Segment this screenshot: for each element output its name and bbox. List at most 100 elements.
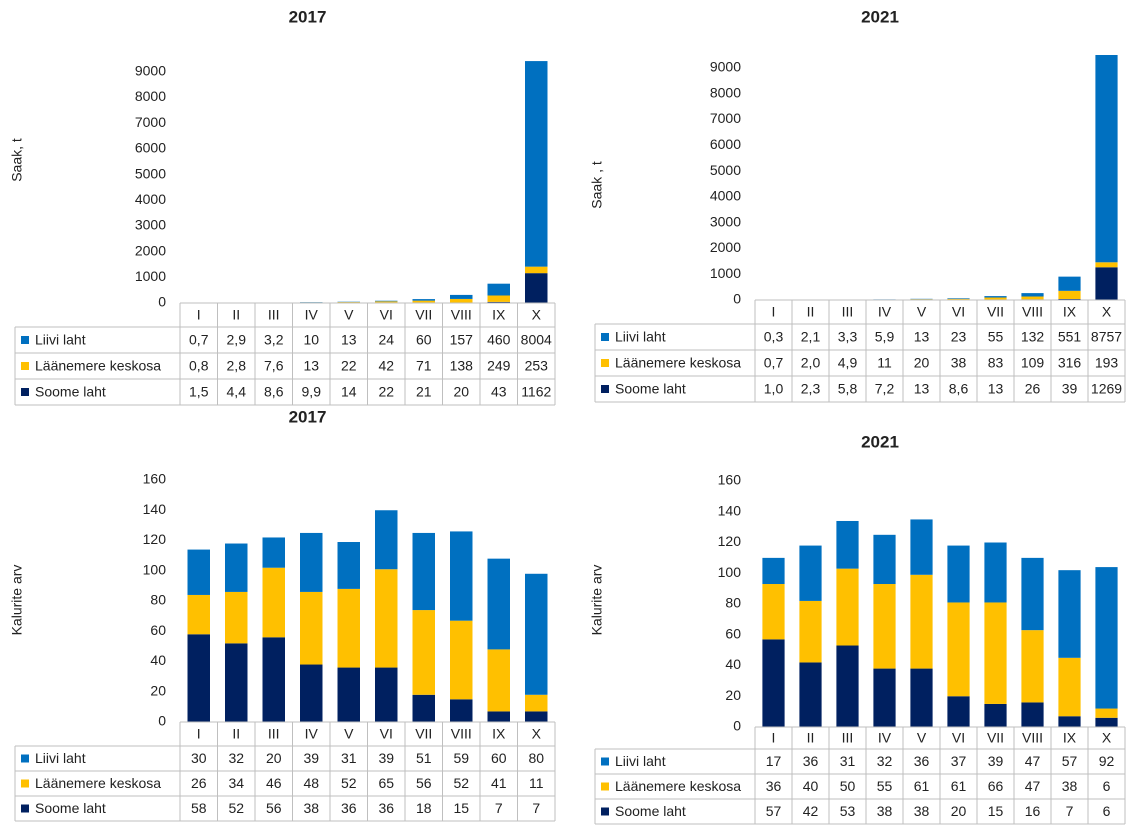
table-value: 52 (453, 775, 469, 791)
table-value: 36 (341, 800, 357, 816)
table-value: 3,3 (838, 329, 858, 345)
x-tick-label: VIII (1022, 730, 1043, 746)
x-tick-label: VIII (451, 726, 472, 742)
legend-label: Läänemere keskosa (35, 775, 161, 791)
x-tick-label: V (917, 304, 927, 320)
table-value: 7 (532, 800, 540, 816)
table-value: 2,8 (227, 358, 247, 374)
table-value: 42 (378, 358, 394, 374)
bar-segment (836, 568, 859, 646)
bar-segment (450, 298, 473, 303)
x-tick-label: VIII (1022, 304, 1043, 320)
bar-segment (525, 711, 548, 722)
y-tick-label: 20 (725, 687, 741, 703)
table-value: 1,5 (189, 384, 209, 400)
table-value: 15 (988, 803, 1004, 819)
y-tick-label: 2000 (710, 239, 741, 255)
bar-segment (525, 266, 548, 274)
bar-segment (984, 297, 1007, 300)
x-tick-label: I (772, 304, 776, 320)
bar-segment (412, 532, 435, 611)
table-value: 11 (529, 775, 544, 791)
x-tick-label: IV (878, 304, 892, 320)
bars (762, 55, 1118, 300)
bar-segment (375, 300, 398, 302)
bar-segment (487, 558, 510, 650)
y-tick-label: 6000 (710, 136, 741, 152)
bar-segment (487, 649, 510, 712)
bar-segment (300, 591, 323, 665)
table-value: 42 (803, 803, 819, 819)
table-value: 38 (877, 803, 893, 819)
y-tick-label: 40 (725, 656, 741, 672)
bar-segment (947, 545, 970, 603)
table-value: 8,6 (264, 384, 284, 400)
table-value: 7 (495, 800, 503, 816)
table-value: 26 (191, 775, 207, 791)
table-value: 3,2 (264, 332, 284, 348)
bar-segment (525, 694, 548, 712)
bar-segment (984, 703, 1007, 727)
x-tick-label: IV (305, 307, 319, 323)
bar-segment (984, 296, 1007, 298)
y-tick-label: 4000 (135, 191, 166, 207)
x-tick-label: III (268, 307, 280, 323)
table-value: 32 (877, 753, 893, 769)
legend-label: Läänemere keskosa (35, 358, 161, 374)
table-value: 32 (228, 750, 244, 766)
table-value: 40 (803, 778, 819, 794)
table-value: 10 (303, 332, 319, 348)
bar-segment (300, 532, 323, 592)
table-value: 0,7 (189, 332, 209, 348)
bar-segment (487, 301, 510, 303)
bar-segment (487, 711, 510, 722)
table-value: 2,1 (801, 329, 821, 345)
bar-segment (1021, 293, 1044, 297)
legend-label: Soome laht (615, 381, 686, 397)
legend-label: Soome laht (35, 800, 106, 816)
table-value: 20 (914, 355, 930, 371)
y-tick-label: 100 (718, 564, 742, 580)
table-value: 13 (988, 381, 1004, 397)
y-tick-label: 160 (143, 471, 167, 487)
table-value: 249 (487, 358, 511, 374)
table-value: 20 (951, 803, 967, 819)
table-value: 38 (951, 355, 967, 371)
bar-segment (337, 302, 360, 303)
bar-segment (262, 637, 285, 722)
bar-segment (947, 298, 970, 299)
x-tick-label: I (772, 730, 776, 746)
table-value: 56 (266, 800, 282, 816)
table-value: 6 (1103, 778, 1111, 794)
x-tick-label: IX (492, 726, 506, 742)
table-value: 13 (341, 332, 357, 348)
bar-segment (1021, 702, 1044, 727)
legend-swatch (601, 807, 609, 816)
table-value: 36 (803, 753, 819, 769)
table-value: 138 (450, 358, 474, 374)
y-tick-label: 40 (150, 652, 166, 668)
table-value: 13 (914, 381, 930, 397)
table-value: 50 (840, 778, 856, 794)
bar-segment (1058, 716, 1081, 727)
y-axis-label: Kalurite arv (9, 565, 25, 636)
bar-segment (873, 584, 896, 669)
x-tick-label: II (232, 726, 240, 742)
y-tick-label: 60 (150, 622, 166, 638)
bar-segment (375, 667, 398, 722)
legend-swatch (601, 333, 609, 341)
x-tick-label: VII (987, 730, 1004, 746)
bar-segment (799, 545, 822, 601)
table-value: 4,9 (838, 355, 858, 371)
table-value: 59 (453, 750, 469, 766)
legend-label: Liivi laht (615, 329, 666, 345)
legend-swatch (601, 782, 609, 791)
bar-segment (1095, 717, 1118, 727)
bar-segment (525, 573, 548, 695)
table-value: 41 (491, 775, 507, 791)
table-value: 48 (303, 775, 319, 791)
x-tick-label: IV (305, 726, 319, 742)
chart-title: 2021 (861, 7, 899, 26)
y-axis-label: Saak , t (589, 161, 605, 209)
